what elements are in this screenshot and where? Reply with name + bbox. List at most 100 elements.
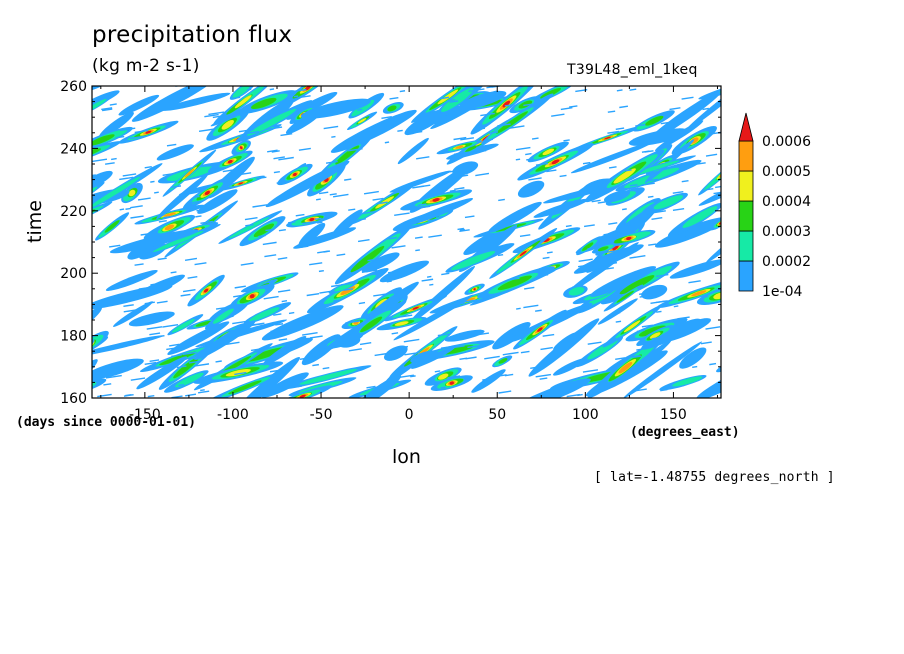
streak-level-1 xyxy=(623,341,702,398)
precip-dash xyxy=(426,275,432,278)
precip-dash xyxy=(238,128,254,133)
precip-streak xyxy=(648,90,721,142)
streak-level-1 xyxy=(92,170,113,189)
x-tick-label: 50 xyxy=(488,407,506,423)
precip-dash xyxy=(459,332,466,336)
streak-level-1 xyxy=(92,335,164,358)
streak-level-1 xyxy=(603,190,631,203)
streak-level-6 xyxy=(502,100,511,108)
streak-level-2 xyxy=(741,348,778,364)
precip-dash xyxy=(341,281,357,286)
colorbar-label: 0.0004 xyxy=(762,194,811,210)
precip-dash xyxy=(250,347,264,352)
precip-dash xyxy=(647,195,654,198)
precip-dash xyxy=(381,307,393,311)
precip-dash xyxy=(208,111,225,116)
precip-streak xyxy=(528,318,600,377)
streak-level-3 xyxy=(539,87,562,99)
precip-dash xyxy=(178,384,185,387)
streak-level-1 xyxy=(404,108,448,136)
precip-streak xyxy=(436,140,483,155)
precip-dash xyxy=(449,189,456,192)
latitude-annotation: [ lat=-1.48755 degrees_north ] xyxy=(594,470,835,485)
precip-streak xyxy=(128,311,175,327)
precip-dash xyxy=(410,375,416,378)
precip-dash xyxy=(434,370,441,373)
streak-level-4 xyxy=(613,168,636,184)
precip-streak xyxy=(92,126,133,153)
precip-dash xyxy=(210,344,224,348)
precip-dash xyxy=(656,273,669,278)
precip-dash xyxy=(459,229,470,233)
precip-dash xyxy=(502,351,519,356)
precip-streak xyxy=(35,154,88,194)
precip-streak xyxy=(679,347,707,369)
precip-dash xyxy=(376,201,388,205)
precip-dash xyxy=(240,262,254,266)
precip-streak xyxy=(404,108,448,136)
streak-level-2 xyxy=(152,231,204,253)
precip-streak xyxy=(492,355,513,368)
precip-dash xyxy=(170,185,182,189)
precip-streak xyxy=(533,198,589,218)
precip-dash xyxy=(357,108,363,111)
streak-level-6 xyxy=(227,159,233,164)
streak-level-1 xyxy=(136,356,188,390)
precip-dash xyxy=(406,130,423,135)
precip-streak xyxy=(193,361,284,384)
precip-dash xyxy=(467,97,484,101)
streak-level-6 xyxy=(299,394,306,398)
precip-dash xyxy=(641,324,654,328)
precip-dash xyxy=(185,393,197,397)
precip-streak xyxy=(130,274,185,301)
streak-level-2 xyxy=(232,86,250,98)
precip-dash xyxy=(542,256,550,260)
streak-level-5 xyxy=(184,168,195,178)
precip-dash xyxy=(603,231,618,236)
precip-dash xyxy=(608,222,618,225)
streak-level-1 xyxy=(54,171,90,202)
streak-level-2 xyxy=(42,162,76,188)
precip-dash xyxy=(398,314,413,318)
precip-dash xyxy=(604,249,619,254)
streak-level-1 xyxy=(285,109,324,134)
streak-level-1 xyxy=(528,318,600,377)
precip-streak xyxy=(698,86,721,100)
precip-dash xyxy=(700,341,712,345)
precip-dash xyxy=(134,129,149,134)
precip-dash xyxy=(258,234,266,238)
streak-level-4 xyxy=(357,118,367,124)
precip-dash xyxy=(228,315,234,318)
precip-dash xyxy=(450,302,465,306)
streak-level-1 xyxy=(162,92,231,111)
precip-dash xyxy=(619,105,629,109)
precip-streak xyxy=(280,365,372,390)
precip-dash xyxy=(381,116,392,119)
precip-dash xyxy=(277,257,288,260)
precip-dash xyxy=(288,311,295,315)
streak-level-1 xyxy=(610,339,672,389)
precip-dash xyxy=(262,335,279,340)
precip-streak xyxy=(229,86,257,100)
precip-dash xyxy=(672,190,684,194)
precip-dash xyxy=(162,211,167,214)
precip-streak xyxy=(587,337,664,398)
precip-dash xyxy=(361,210,378,215)
streak-level-2 xyxy=(719,86,721,93)
precip-streak xyxy=(265,160,350,208)
precip-dash xyxy=(269,88,275,91)
streak-level-3 xyxy=(597,246,609,252)
precip-dash xyxy=(535,162,549,166)
streak-level-1 xyxy=(156,144,194,161)
precip-streak xyxy=(285,109,324,134)
precip-dash xyxy=(569,195,578,198)
precip-dash xyxy=(331,284,342,288)
precip-dash xyxy=(195,215,202,218)
precip-streak xyxy=(408,266,475,325)
precip-streak xyxy=(527,141,569,163)
precip-streak xyxy=(481,93,554,145)
precip-dash xyxy=(453,136,467,141)
precip-dash xyxy=(386,280,392,283)
streak-level-1 xyxy=(35,120,91,142)
streak-level-6 xyxy=(537,327,543,332)
